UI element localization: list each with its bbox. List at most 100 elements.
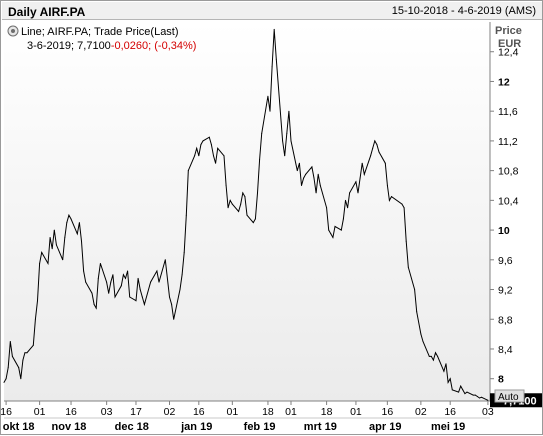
data-point bbox=[139, 289, 141, 290]
data-point bbox=[357, 192, 359, 194]
y-tick-label: 9,6 bbox=[498, 255, 513, 267]
data-point bbox=[311, 166, 313, 168]
data-point bbox=[284, 155, 286, 157]
data-point bbox=[66, 222, 68, 224]
data-point bbox=[11, 355, 13, 357]
data-point bbox=[430, 355, 432, 357]
data-point bbox=[81, 240, 82, 242]
data-point bbox=[183, 251, 185, 253]
data-point bbox=[458, 391, 460, 393]
legend-change: -0,0260; bbox=[111, 40, 151, 52]
x-tick-label: 17 bbox=[130, 406, 142, 418]
data-point bbox=[171, 303, 173, 305]
y-tick-label: 8 bbox=[498, 374, 504, 386]
data-point bbox=[298, 162, 300, 164]
x-month-label: mei 19 bbox=[431, 421, 465, 433]
data-point bbox=[225, 185, 227, 186]
data-point bbox=[474, 394, 476, 396]
data-point bbox=[296, 170, 298, 172]
data-point bbox=[460, 385, 462, 387]
data-point bbox=[5, 378, 7, 380]
data-point bbox=[252, 222, 254, 224]
settings-icon[interactable] bbox=[7, 25, 19, 37]
data-point bbox=[179, 289, 181, 290]
data-point bbox=[401, 203, 403, 205]
x-tick-label: 16 bbox=[382, 406, 394, 418]
data-point bbox=[62, 259, 64, 261]
data-point bbox=[169, 296, 170, 298]
y-tick-label: 11,2 bbox=[498, 136, 518, 148]
data-point bbox=[120, 285, 122, 287]
data-point bbox=[330, 233, 332, 235]
data-point bbox=[326, 207, 328, 209]
data-point bbox=[432, 359, 434, 361]
data-point bbox=[345, 199, 346, 201]
x-tick-label: 16 bbox=[1, 406, 12, 418]
data-point bbox=[447, 381, 449, 383]
data-point bbox=[451, 389, 453, 391]
x-tick-label: 01 bbox=[350, 406, 362, 418]
data-point bbox=[208, 136, 210, 138]
data-point bbox=[223, 155, 225, 157]
data-point bbox=[416, 311, 418, 313]
data-point bbox=[422, 341, 424, 342]
data-point bbox=[141, 296, 143, 298]
data-point bbox=[301, 185, 302, 186]
y-tick-label: 11,6 bbox=[498, 106, 518, 118]
y-ticks: 8 8,4 8,8 9,2 9,6 10 10,4 10,8 11,2 11,6 12 12,4 bbox=[490, 47, 519, 386]
data-point bbox=[428, 355, 430, 357]
data-point bbox=[332, 237, 334, 238]
data-point bbox=[187, 170, 189, 172]
data-point bbox=[3, 381, 5, 383]
data-point bbox=[194, 155, 196, 157]
data-point bbox=[355, 181, 357, 183]
data-point bbox=[125, 277, 126, 279]
data-point bbox=[275, 58, 277, 60]
data-point bbox=[185, 214, 187, 216]
data-point bbox=[97, 277, 99, 279]
legend[interactable]: Line; AIRF.PA; Trade Price(Last) 3-6-201… bbox=[7, 25, 196, 52]
data-point bbox=[22, 359, 24, 361]
data-point bbox=[315, 192, 317, 194]
scale-mode-button[interactable]: Auto bbox=[494, 389, 525, 403]
y-tick-label: 8,4 bbox=[498, 344, 513, 356]
data-point bbox=[386, 185, 388, 186]
data-point bbox=[68, 214, 70, 216]
date-range: 15-10-2018 - 4-6-2019 (AMS) bbox=[391, 5, 536, 17]
x-month-label: mrt 19 bbox=[304, 421, 337, 433]
data-point bbox=[231, 203, 233, 205]
data-point bbox=[449, 378, 451, 380]
y-axis-panel[interactable] bbox=[490, 22, 542, 401]
legend-series-desc: Line; AIRF.PA; Trade Price(Last) bbox=[21, 26, 179, 38]
data-point bbox=[340, 229, 342, 231]
data-point bbox=[20, 378, 22, 380]
data-point bbox=[384, 162, 386, 164]
data-point bbox=[55, 244, 57, 246]
data-point bbox=[472, 394, 474, 396]
data-point bbox=[372, 147, 374, 149]
data-point bbox=[257, 192, 258, 194]
data-point bbox=[437, 355, 439, 357]
data-point bbox=[370, 155, 372, 157]
y-tick-label: 10,8 bbox=[498, 166, 519, 178]
data-point bbox=[41, 251, 43, 253]
data-point bbox=[242, 192, 244, 194]
data-point bbox=[24, 352, 26, 354]
x-tick-label: 01 bbox=[34, 406, 46, 418]
data-point bbox=[135, 300, 137, 302]
data-point bbox=[374, 140, 376, 142]
data-point bbox=[78, 222, 80, 224]
x-tick-label: 03 bbox=[482, 406, 494, 418]
data-point bbox=[108, 292, 110, 294]
data-point bbox=[407, 266, 409, 268]
data-point bbox=[259, 159, 261, 160]
data-point bbox=[217, 147, 219, 149]
data-point bbox=[286, 133, 288, 134]
data-point bbox=[51, 248, 53, 250]
data-point bbox=[34, 318, 36, 320]
data-point bbox=[317, 173, 319, 175]
legend-date: 3-6-2019; bbox=[27, 40, 74, 52]
data-point bbox=[83, 270, 85, 272]
data-point bbox=[476, 396, 478, 397]
